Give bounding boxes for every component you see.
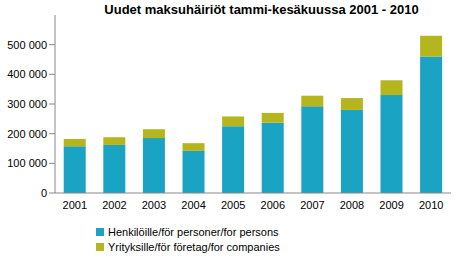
svg-text:2002: 2002: [102, 199, 126, 211]
svg-text:2005: 2005: [221, 199, 245, 211]
html-text:Uudet maksuhäiriöt tammi-kesäk: Uudet maksuhäiriöt tammi-kesäkuussa 2001…: [104, 2, 419, 17]
svg-text:2009: 2009: [379, 199, 403, 211]
svg-text:2001: 2001: [63, 199, 87, 211]
svg-text:500 000: 500 000: [8, 39, 47, 51]
svg-text:2007: 2007: [300, 199, 324, 211]
svg-text:100 000: 100 000: [8, 157, 47, 169]
svg-text:2004: 2004: [181, 199, 205, 211]
svg-text:2010: 2010: [419, 199, 443, 211]
svg-text:300 000: 300 000: [8, 98, 47, 110]
html-text:Henkilöille/för personer/for p: Henkilöille/för personer/for persons: [108, 225, 279, 238]
svg-text:0: 0: [41, 187, 47, 199]
html-text:Yrityksille/för företag/for co: Yrityksille/för företag/for companies: [108, 240, 280, 253]
svg-text:400 000: 400 000: [8, 68, 47, 80]
svg-text:200 000: 200 000: [8, 128, 47, 140]
svg-text:2008: 2008: [340, 199, 364, 211]
svg-text:2006: 2006: [261, 199, 285, 211]
svg-text:2003: 2003: [142, 199, 166, 211]
